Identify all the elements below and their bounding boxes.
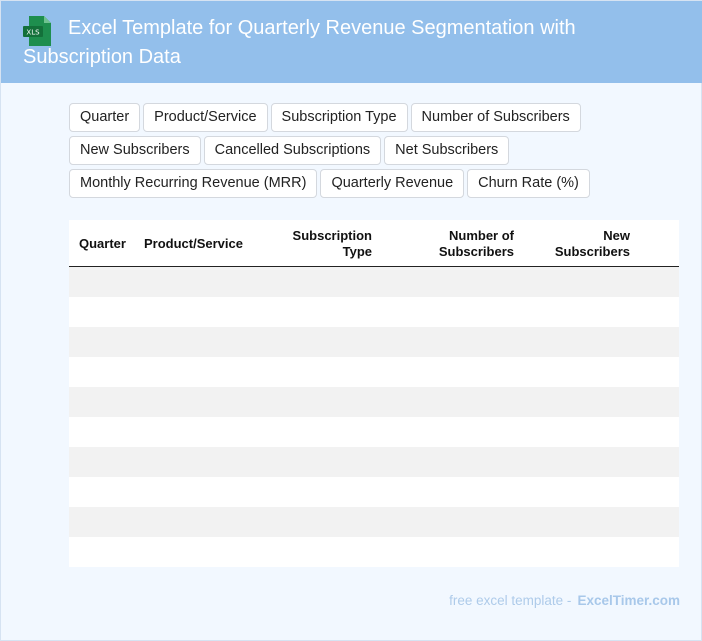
table-row [69, 387, 679, 417]
footer-text: free excel template - [449, 593, 572, 608]
header-number-of-subscribers: Number of Subscribers [409, 228, 514, 260]
header-banner: XLS Excel Template for Quarterly Revenue… [1, 1, 702, 83]
table-row [69, 327, 679, 357]
header-number-of-subscribers-line1: Number of [449, 228, 514, 243]
table-row [69, 267, 679, 297]
xls-icon-label: XLS [26, 29, 40, 37]
header-product-service: Product/Service [144, 236, 243, 251]
table-header: Quarter Product/Service Subscription Typ… [69, 220, 679, 267]
table-row [69, 447, 679, 477]
chip-row: Quarter Product/Service Subscription Typ… [69, 103, 629, 132]
header-subscription-type-line1: Subscription [292, 228, 372, 243]
header-number-of-subscribers-line2: Subscribers [438, 244, 514, 259]
chip-quarter[interactable]: Quarter [69, 103, 141, 132]
footer-brand-link[interactable]: ExcelTimer.com [577, 593, 680, 608]
page-title: Excel Template for Quarterly Revenue Seg… [23, 17, 576, 68]
data-table: Quarter Product/Service Subscription Typ… [69, 220, 679, 567]
header-new-subscribers-line2: Subscribers [554, 244, 630, 259]
column-chip-list: Quarter Product/Service Subscription Typ… [69, 103, 629, 202]
header-quarter: Quarter [79, 236, 126, 251]
chip-churn-rate[interactable]: Churn Rate (%) [467, 169, 590, 198]
chip-cancelled-subscriptions[interactable]: Cancelled Subscriptions [203, 136, 382, 165]
header-new-subscribers: New Subscribers [529, 228, 630, 260]
header-new-subscribers-line1: New [603, 228, 630, 243]
chip-row: Monthly Recurring Revenue (MRR) Quarterl… [69, 169, 629, 198]
chip-row: New Subscribers Cancelled Subscriptions … [69, 136, 629, 165]
table-body [69, 267, 679, 567]
chip-quarterly-revenue[interactable]: Quarterly Revenue [320, 169, 465, 198]
excel-file-icon: XLS [23, 16, 51, 46]
table-row [69, 477, 679, 507]
header-subscription-type-line2: Type [342, 244, 372, 259]
table-row [69, 537, 679, 567]
table-row [69, 507, 679, 537]
chip-number-of-subscribers[interactable]: Number of Subscribers [410, 103, 581, 132]
table-row [69, 417, 679, 447]
chip-net-subscribers[interactable]: Net Subscribers [384, 136, 510, 165]
chip-subscription-type[interactable]: Subscription Type [270, 103, 408, 132]
chip-new-subscribers[interactable]: New Subscribers [69, 136, 201, 165]
header-subscription-type: Subscription Type [269, 228, 372, 260]
table-row [69, 357, 679, 387]
table-row [69, 297, 679, 327]
chip-product-service[interactable]: Product/Service [143, 103, 268, 132]
chip-mrr[interactable]: Monthly Recurring Revenue (MRR) [69, 169, 318, 198]
footer-credit: free excel template - ExcelTimer.com [449, 593, 680, 608]
